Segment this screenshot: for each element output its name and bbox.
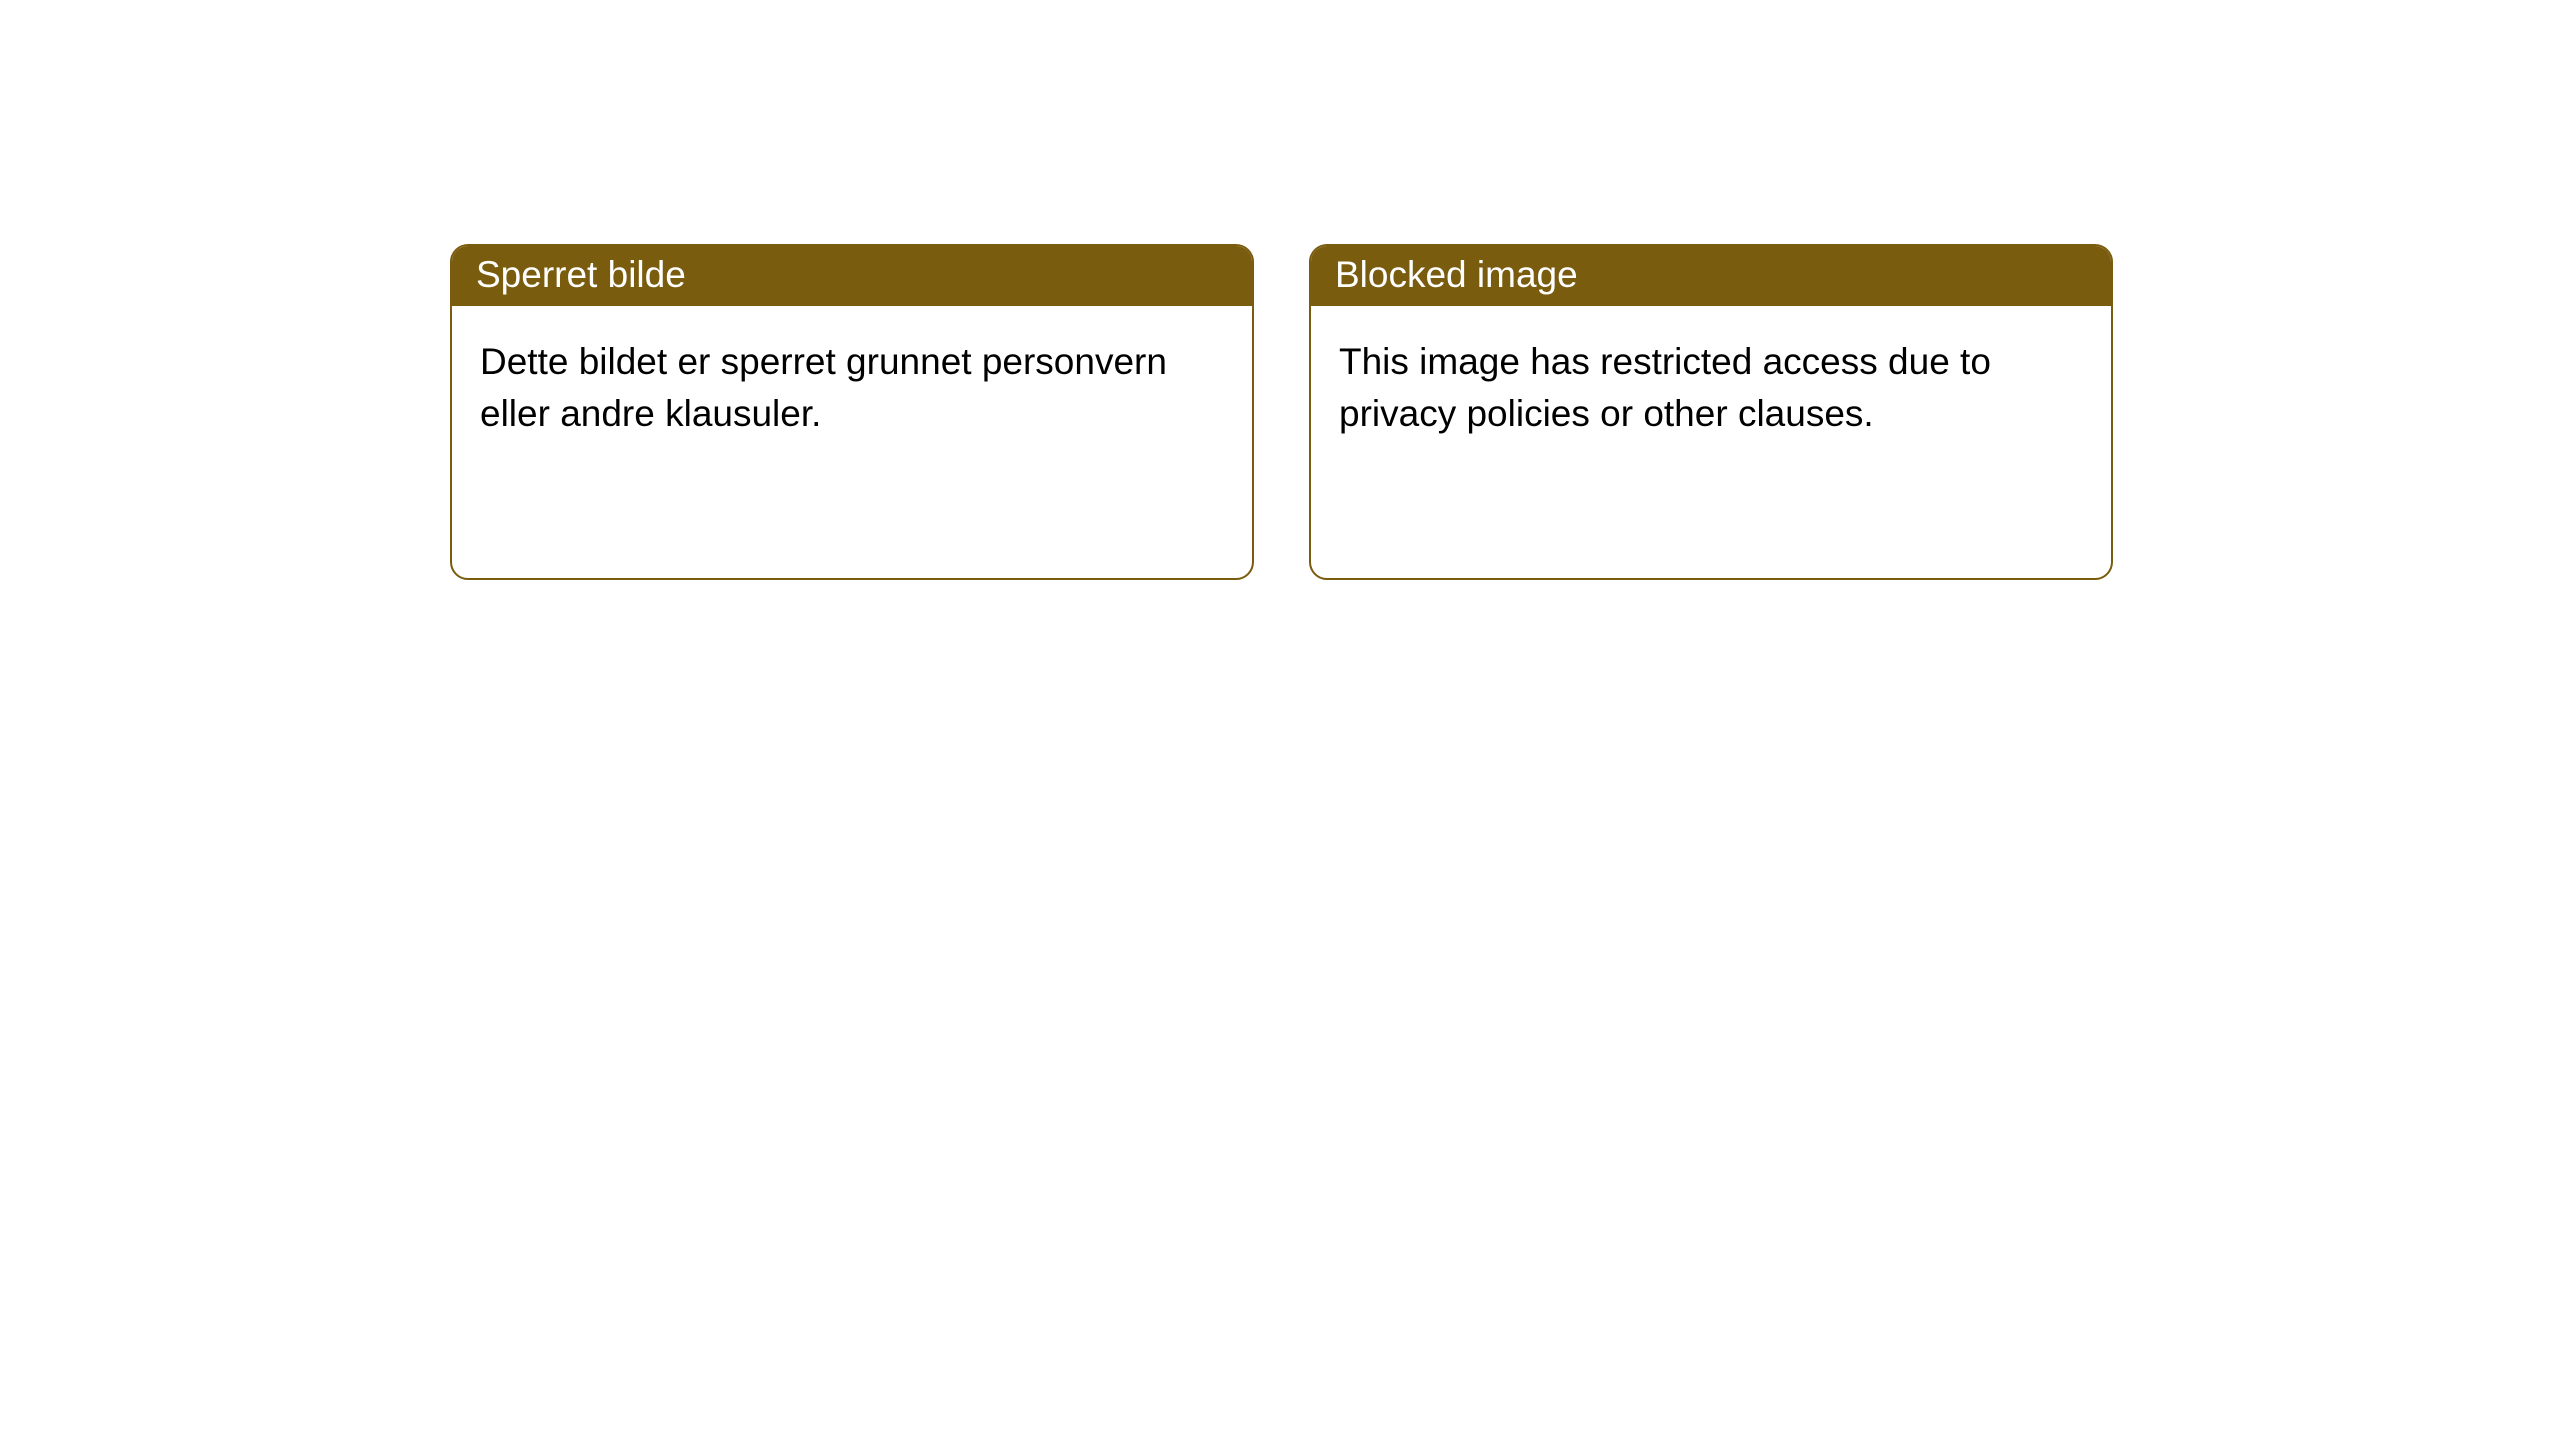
blocked-image-card-norwegian: Sperret bilde Dette bildet er sperret gr… bbox=[450, 244, 1254, 580]
blocked-image-card-english: Blocked image This image has restricted … bbox=[1309, 244, 2113, 580]
card-body-english: This image has restricted access due to … bbox=[1311, 306, 2111, 470]
card-body-norwegian: Dette bildet er sperret grunnet personve… bbox=[452, 306, 1252, 470]
card-header-english: Blocked image bbox=[1311, 246, 2111, 306]
cards-container: Sperret bilde Dette bildet er sperret gr… bbox=[0, 0, 2560, 580]
card-header-norwegian: Sperret bilde bbox=[452, 246, 1252, 306]
